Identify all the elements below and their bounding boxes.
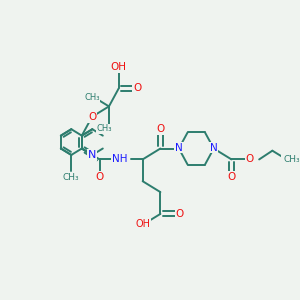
- Text: NH: NH: [112, 154, 128, 164]
- Text: O: O: [95, 172, 104, 182]
- Text: N: N: [210, 142, 218, 152]
- Text: O: O: [156, 124, 164, 134]
- Text: CH₃: CH₃: [63, 173, 80, 182]
- Text: CH₃: CH₃: [84, 93, 100, 102]
- Text: O: O: [227, 172, 236, 182]
- Text: N: N: [88, 150, 97, 160]
- Text: N: N: [175, 142, 183, 152]
- Text: OH: OH: [111, 62, 127, 72]
- Text: O: O: [176, 209, 184, 219]
- Text: CH₃: CH₃: [284, 155, 300, 164]
- Text: CH₃: CH₃: [97, 124, 112, 134]
- Text: O: O: [133, 83, 141, 94]
- Text: O: O: [88, 112, 96, 122]
- Text: OH: OH: [135, 219, 150, 229]
- Text: O: O: [246, 154, 254, 164]
